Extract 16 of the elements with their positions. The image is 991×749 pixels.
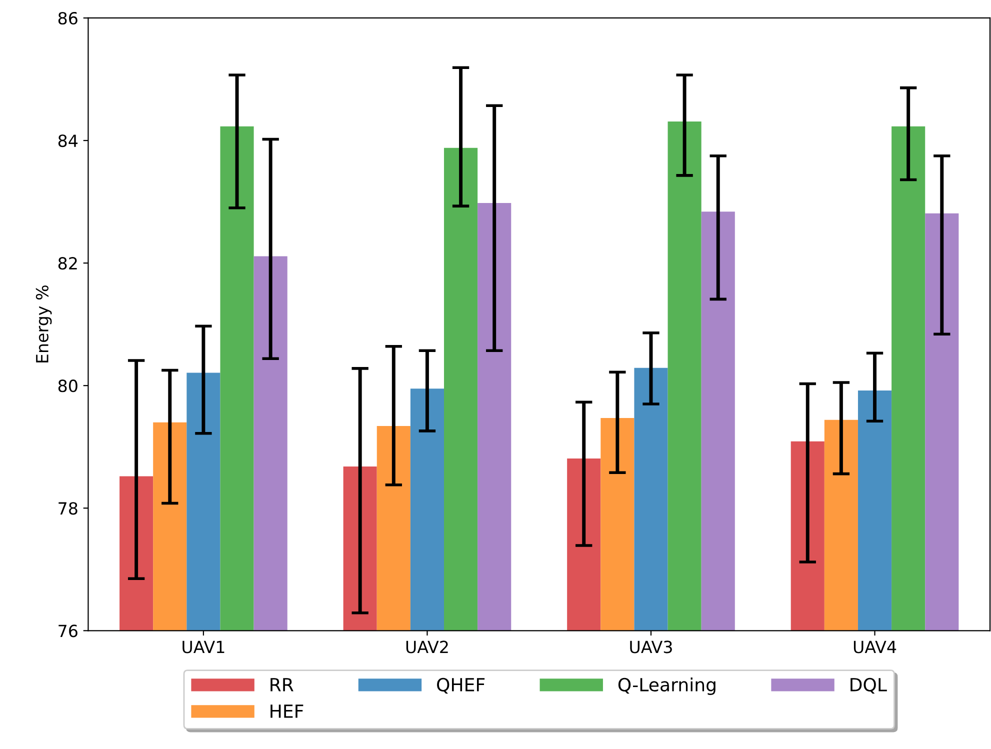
legend-label: HEF — [270, 704, 304, 718]
x-tick-label: UAV4 — [854, 640, 896, 654]
legend-label: RR — [270, 678, 294, 692]
x-tick-label: UAV2 — [406, 640, 448, 654]
y-tick-label: 78 — [58, 502, 78, 515]
y-tick-label: 82 — [58, 257, 77, 270]
x-tick-label: UAV1 — [182, 640, 224, 654]
x-tick-label: UAV3 — [630, 640, 672, 654]
y-axis-title: Energy % — [36, 285, 52, 362]
y-tick-label: 76 — [58, 624, 78, 638]
y-tick-label: 84 — [58, 134, 78, 148]
legend-label: QHEF — [437, 678, 485, 694]
y-tick-label: 86 — [58, 12, 78, 25]
legend-label: DQL — [850, 678, 887, 694]
y-tick-label: 80 — [58, 380, 78, 392]
legend-label: Q-Learning — [618, 678, 716, 696]
